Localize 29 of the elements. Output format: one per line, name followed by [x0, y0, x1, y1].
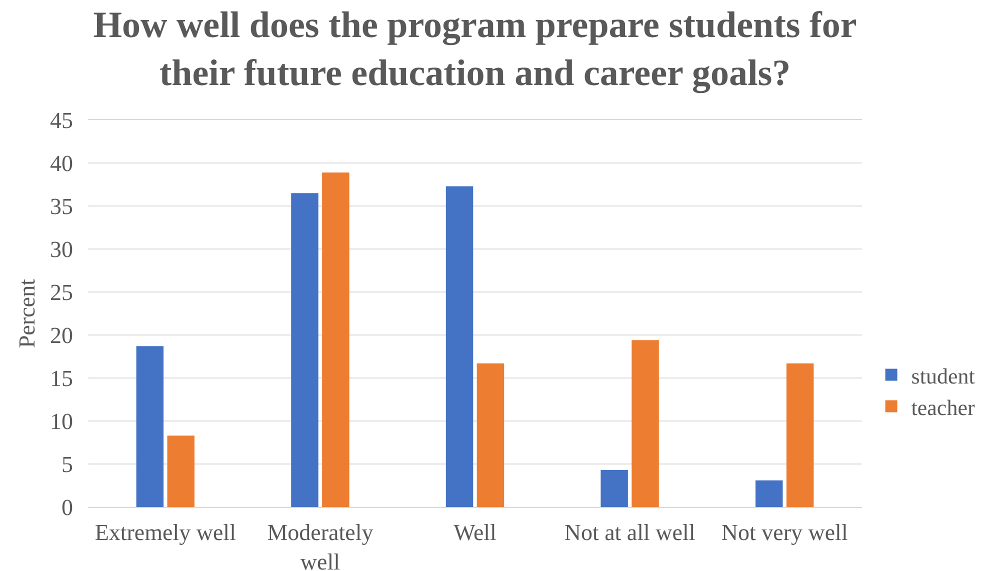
bar [446, 186, 474, 507]
y-tick-label: 15 [50, 366, 73, 392]
bar [291, 193, 318, 507]
x-tick-label: Well [454, 520, 496, 545]
chart-title: How well does the program prepare students for their future education and career goals? [93, 5, 857, 94]
x-tick-label: Not very well [721, 520, 848, 545]
y-tick-label: 25 [50, 280, 73, 306]
y-axis-title: Percent [14, 278, 40, 348]
bar [322, 172, 350, 507]
x-tick-label: Extremely well [94, 520, 236, 545]
x-tick-label: Not at all well [564, 520, 696, 545]
y-tick-label: 45 [50, 108, 73, 134]
bar [632, 340, 659, 507]
bar [786, 363, 814, 507]
y-tick-label: 5 [62, 452, 73, 478]
y-tick-label: 0 [62, 495, 73, 520]
x-tick-label: Moderately well [267, 520, 374, 571]
legend-label: student [911, 363, 975, 388]
y-tick-label: 40 [50, 151, 73, 176]
y-tick-label: 10 [50, 409, 73, 434]
y-tick-label: 20 [50, 323, 73, 348]
bar [600, 470, 628, 507]
y-tick-label: 30 [50, 237, 73, 262]
bar [476, 363, 504, 507]
y-tick-label: 35 [50, 194, 73, 220]
bar [756, 480, 783, 507]
bar [136, 346, 164, 507]
legend-label: teacher [911, 394, 976, 420]
bar [167, 436, 194, 507]
